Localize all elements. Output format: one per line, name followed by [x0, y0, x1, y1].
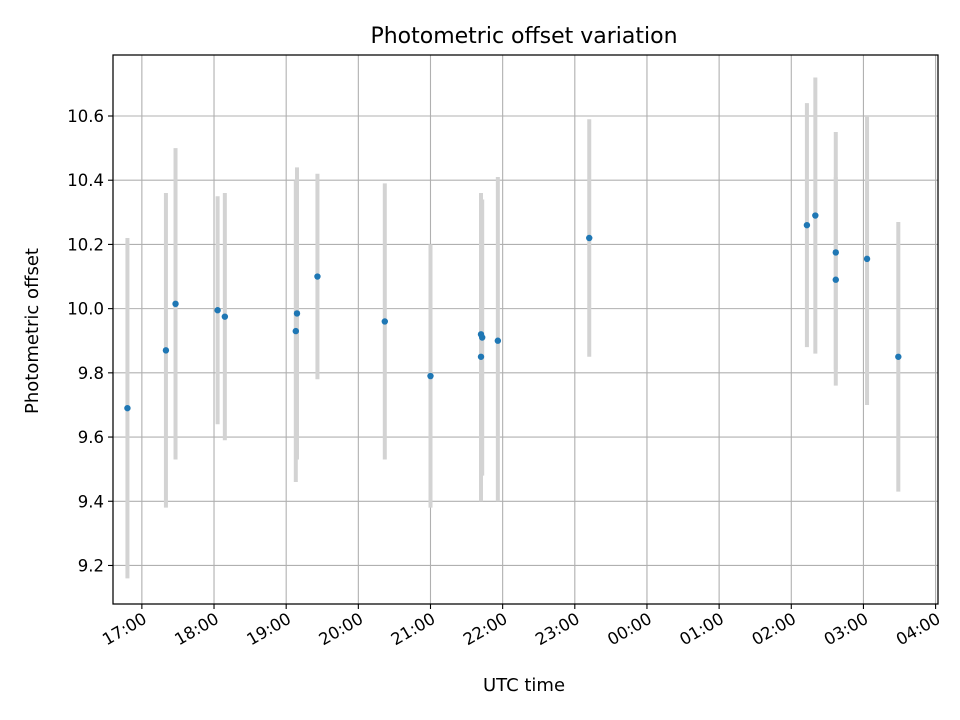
- data-point: [292, 327, 299, 335]
- error-bars: [125, 77, 901, 579]
- x-tick-label: 01:00: [676, 609, 727, 649]
- y-tick-label: 9.2: [78, 556, 104, 575]
- data-points: [124, 212, 902, 412]
- chart-title: Photometric offset variation: [370, 24, 677, 49]
- x-tick-label: 23:00: [532, 609, 583, 649]
- data-point: [832, 249, 839, 256]
- data-point: [479, 334, 486, 341]
- x-axis-ticks: 17:00 18:00 19:00 20:00 21:00 22:00 23:00 00:00…: [99, 604, 944, 649]
- x-tick-label: 21:00: [388, 609, 439, 649]
- data-point: [803, 221, 811, 229]
- data-point: [381, 318, 388, 325]
- y-tick-label: 10.0: [67, 300, 104, 319]
- data-point: [293, 310, 301, 317]
- x-axis-label: UTC time: [483, 675, 565, 696]
- x-tick-label: 19:00: [243, 609, 294, 649]
- x-tick-label: 20:00: [316, 609, 367, 649]
- x-tick-label: 04:00: [893, 609, 944, 649]
- x-tick-label: 22:00: [460, 609, 511, 649]
- data-point: [314, 273, 321, 280]
- data-point: [162, 347, 170, 354]
- y-tick-label: 10.2: [67, 235, 104, 254]
- data-point: [172, 300, 179, 308]
- data-point: [124, 404, 131, 412]
- data-point: [221, 313, 229, 320]
- y-tick-label: 9.4: [78, 492, 104, 511]
- plot-area-frame: [112, 54, 939, 605]
- data-point: [494, 337, 502, 344]
- y-tick-label: 9.6: [78, 428, 104, 447]
- data-point: [895, 353, 902, 360]
- data-point: [812, 212, 819, 219]
- x-tick-label: 00:00: [604, 609, 655, 649]
- x-tick-label: 03:00: [821, 609, 872, 649]
- y-tick-label: 10.6: [67, 107, 104, 126]
- data-point: [427, 372, 434, 380]
- data-point: [832, 276, 839, 283]
- y-axis-ticks: 9.2 9.4 9.6 9.8 10.0 10.2 10.4 10.6: [67, 107, 113, 575]
- x-tick-label: 02:00: [749, 609, 800, 649]
- y-axis-label: Photometric offset: [22, 248, 43, 414]
- data-point: [863, 255, 871, 263]
- x-tick-label: 17:00: [99, 609, 150, 649]
- data-point: [214, 307, 221, 314]
- data-point: [477, 353, 485, 360]
- x-tick-label: 18:00: [171, 609, 222, 649]
- y-tick-label: 10.4: [67, 171, 104, 190]
- y-tick-label: 9.8: [78, 364, 104, 383]
- data-point: [586, 234, 593, 242]
